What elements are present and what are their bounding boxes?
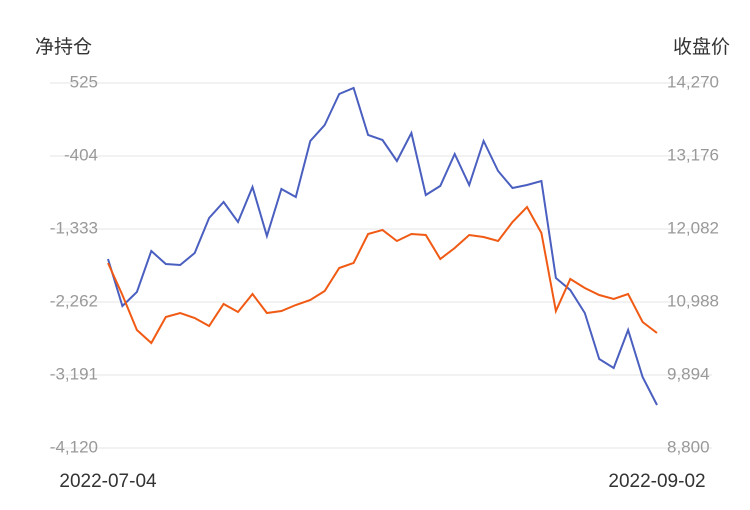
- y2-tick-label: 13,176: [667, 145, 719, 164]
- y-axis-title: 净持仓: [35, 36, 92, 58]
- y-tick-label: -2,262: [50, 291, 98, 310]
- line-series: [107, 205, 658, 345]
- y-tick-label: -4,120: [50, 437, 98, 456]
- x-tick-label: 2022-07-04: [59, 471, 157, 492]
- y-tick-label: 525: [70, 72, 98, 91]
- line-series: [107, 86, 658, 406]
- y-tick-label: -3,191: [50, 364, 98, 383]
- y2-tick-label: 8,800: [667, 437, 710, 456]
- y2-axis-title: 收盘价: [673, 36, 730, 58]
- x-tick-label: 2022-09-02: [608, 471, 705, 492]
- y2-tick-label: 14,270: [667, 72, 719, 91]
- y2-tick-label: 10,988: [667, 291, 719, 310]
- y-tick-label: -1,333: [50, 218, 98, 237]
- y2-tick-label: 12,082: [667, 218, 719, 237]
- y2-tick-label: 9,894: [667, 364, 710, 383]
- y-tick-label: -404: [64, 145, 98, 164]
